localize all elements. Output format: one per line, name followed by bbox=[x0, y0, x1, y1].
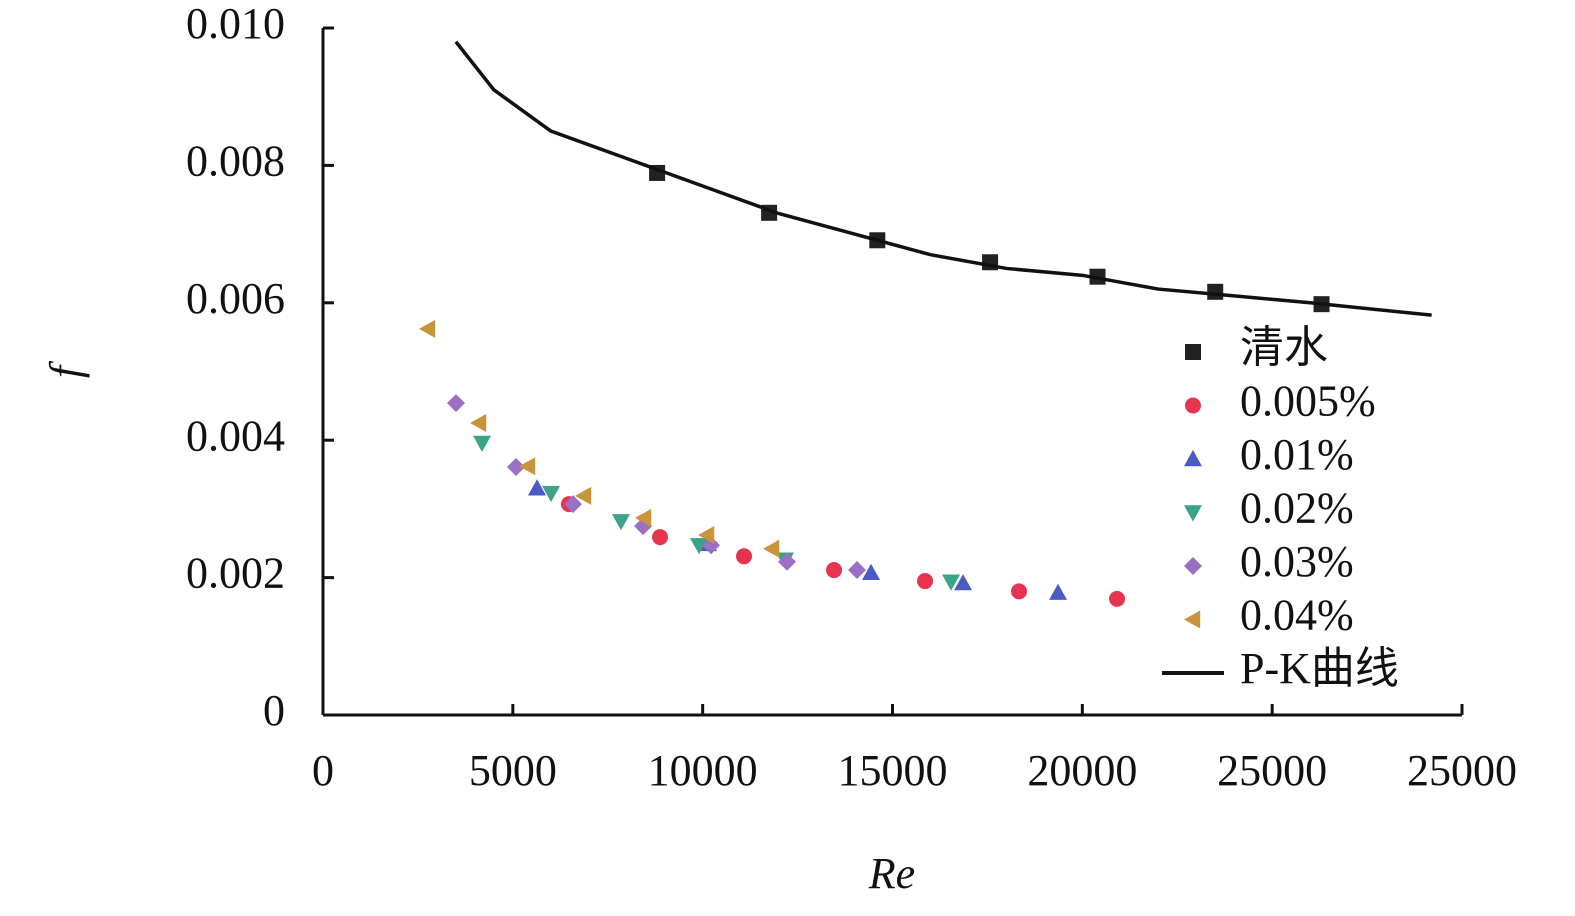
x-tick-label: 0 bbox=[312, 746, 334, 795]
marker bbox=[690, 538, 709, 555]
y-tick-label: 0.002 bbox=[186, 549, 285, 598]
marker bbox=[698, 526, 715, 545]
x-tick-label: 10000 bbox=[648, 746, 758, 795]
marker bbox=[736, 548, 753, 565]
marker bbox=[763, 539, 780, 558]
y-tick-label: 0.008 bbox=[186, 136, 285, 185]
marker bbox=[1011, 583, 1028, 600]
legend-marker bbox=[1184, 505, 1202, 522]
legend-label: 0.03% bbox=[1240, 537, 1354, 586]
y-tick-label: 0.006 bbox=[186, 274, 285, 323]
legend-label: 清水 bbox=[1240, 323, 1328, 372]
x-axis-label: Re bbox=[868, 849, 915, 898]
y-tick-label: 0.004 bbox=[186, 411, 285, 460]
marker bbox=[446, 394, 465, 413]
marker bbox=[419, 319, 436, 338]
legend-label: 0.04% bbox=[1240, 591, 1354, 640]
legend-marker bbox=[1184, 610, 1201, 629]
legend-marker bbox=[1185, 344, 1201, 360]
legend-label: 0.01% bbox=[1240, 430, 1354, 479]
marker bbox=[778, 552, 797, 571]
marker bbox=[519, 457, 536, 476]
legend-marker bbox=[1185, 397, 1201, 414]
y-tick-label: 0 bbox=[263, 686, 285, 735]
legend-marker bbox=[1184, 450, 1202, 467]
x-tick-label: 25000 bbox=[1407, 746, 1517, 795]
curve bbox=[454, 40, 1432, 317]
marker bbox=[564, 495, 583, 514]
marker bbox=[473, 435, 492, 452]
marker bbox=[954, 574, 973, 591]
marker bbox=[528, 479, 547, 496]
marker bbox=[942, 574, 961, 591]
marker bbox=[702, 536, 721, 555]
y-tick-label: 0.010 bbox=[186, 0, 285, 48]
x-tick-label: 15000 bbox=[838, 746, 948, 795]
marker bbox=[862, 563, 881, 580]
x-tick-label: 20000 bbox=[1027, 746, 1137, 795]
marker bbox=[1049, 583, 1068, 600]
marker bbox=[652, 529, 669, 546]
marker bbox=[848, 561, 867, 580]
marker bbox=[917, 573, 934, 590]
y-axis-label: f bbox=[41, 360, 90, 378]
marker bbox=[575, 486, 592, 505]
marker bbox=[612, 514, 631, 531]
marker bbox=[826, 562, 843, 579]
marker bbox=[470, 414, 487, 433]
marker bbox=[635, 508, 652, 527]
marker bbox=[542, 485, 561, 503]
marker bbox=[1109, 590, 1126, 607]
legend-label: 0.005% bbox=[1240, 377, 1376, 426]
marker bbox=[1207, 283, 1224, 300]
x-tick-label: 25000 bbox=[1217, 746, 1327, 795]
legend-label: P-K曲线 bbox=[1240, 644, 1399, 693]
legend-marker bbox=[1184, 557, 1202, 575]
legend-label: 0.02% bbox=[1240, 484, 1354, 533]
x-tick-label: 5000 bbox=[469, 746, 557, 795]
marker bbox=[507, 457, 526, 476]
